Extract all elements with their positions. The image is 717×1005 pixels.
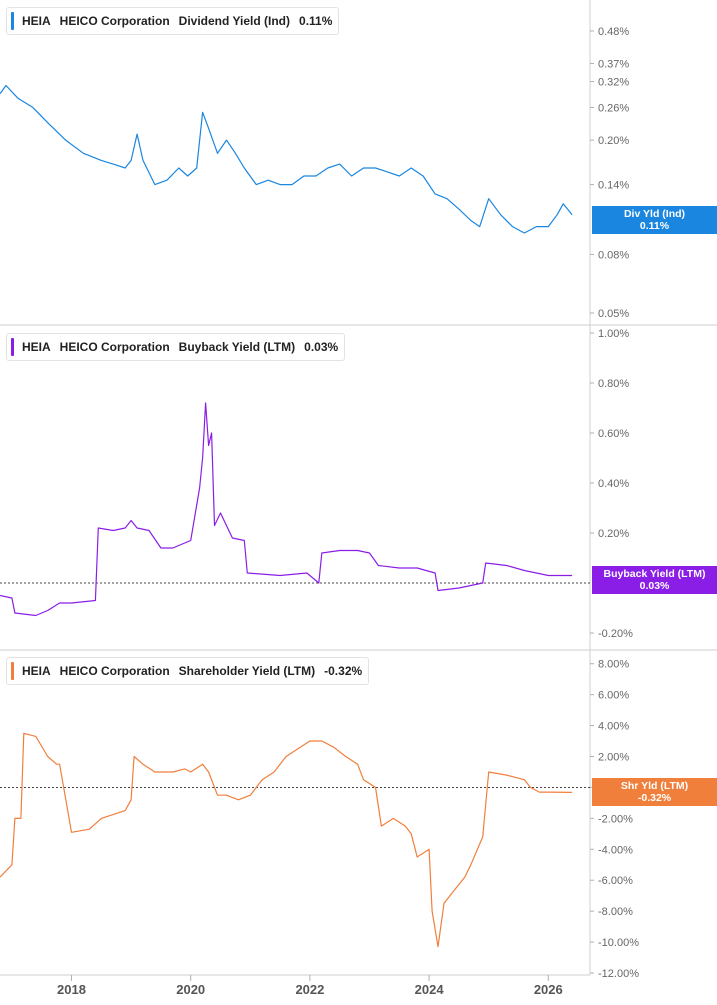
shareholder-legend-color	[11, 662, 14, 680]
tag-value: 0.03%	[639, 580, 670, 592]
x-tick-label: 2026	[534, 982, 563, 997]
y-tick-label: 0.14%	[598, 180, 629, 192]
legend-ticker: HEIA	[22, 340, 51, 354]
tag-label: Div Yld (Ind)	[623, 208, 686, 220]
legend-value: 0.03%	[304, 340, 339, 354]
shareholder-legend: HEIA HEICO Corporation Shareholder Yield…	[6, 657, 370, 685]
legend-company: HEICO Corporation	[59, 14, 170, 28]
y-tick-label: 4.00%	[598, 721, 629, 733]
tag-label: Shr Yld (LTM)	[620, 780, 689, 792]
y-tick-label: 0.80%	[598, 378, 629, 390]
y-tick-label: -12.00%	[598, 968, 639, 980]
x-tick-label: 2020	[176, 982, 205, 997]
shareholder-series-line	[0, 732, 573, 948]
dividend-series-line	[0, 84, 573, 234]
legend-company: HEICO Corporation	[59, 664, 170, 678]
legend-ticker: HEIA	[22, 14, 51, 28]
legend-company: HEICO Corporation	[59, 340, 170, 354]
dividend-legend: HEIA HEICO Corporation Dividend Yield (I…	[6, 7, 340, 35]
y-tick-label: 0.26%	[598, 102, 629, 114]
buyback-value-tag: Buyback Yield (LTM) 0.03%	[592, 566, 717, 594]
buyback-legend-color	[11, 338, 14, 356]
y-tick-label: 0.20%	[598, 528, 629, 540]
y-tick-label: -0.20%	[598, 628, 633, 640]
x-tick-label: 2022	[295, 982, 324, 997]
y-tick-label: 0.08%	[598, 249, 629, 261]
buyback-series-line	[0, 402, 573, 617]
y-tick-label: -10.00%	[598, 937, 639, 949]
y-tick-label: 0.05%	[598, 308, 629, 320]
y-tick-label: 0.32%	[598, 77, 629, 89]
y-tick-label: 1.00%	[598, 328, 629, 340]
y-tick-label: 0.48%	[598, 26, 629, 38]
dividend-legend-color	[11, 12, 14, 30]
x-tick-label: 2018	[57, 982, 86, 997]
shareholder-value-tag: Shr Yld (LTM) -0.32%	[592, 778, 717, 806]
y-tick-label: 2.00%	[598, 752, 629, 764]
y-tick-label: -8.00%	[598, 906, 633, 918]
y-tick-label: -2.00%	[598, 813, 633, 825]
y-tick-label: 0.20%	[598, 135, 629, 147]
y-tick-label: 0.37%	[598, 58, 629, 70]
y-tick-label: 8.00%	[598, 659, 629, 671]
dividend-value-tag: Div Yld (Ind) 0.11%	[592, 206, 717, 234]
y-tick-label: -4.00%	[598, 844, 633, 856]
legend-metric: Dividend Yield (Ind)	[178, 14, 291, 28]
legend-value: -0.32%	[324, 664, 363, 678]
legend-metric: Buyback Yield (LTM)	[178, 340, 296, 354]
legend-value: 0.11%	[299, 14, 333, 28]
y-tick-label: 0.60%	[598, 428, 629, 440]
y-tick-label: -6.00%	[598, 875, 633, 887]
legend-metric: Shareholder Yield (LTM)	[178, 664, 316, 678]
buyback-legend: HEIA HEICO Corporation Buyback Yield (LT…	[6, 333, 346, 361]
y-tick-label: 6.00%	[598, 690, 629, 702]
legend-ticker: HEIA	[22, 664, 51, 678]
y-tick-label: 0.40%	[598, 478, 629, 490]
tag-label: Buyback Yield (LTM)	[603, 568, 706, 580]
x-tick-label: 2024	[415, 982, 445, 997]
tag-value: -0.32%	[637, 792, 672, 804]
tag-value: 0.11%	[639, 220, 670, 232]
